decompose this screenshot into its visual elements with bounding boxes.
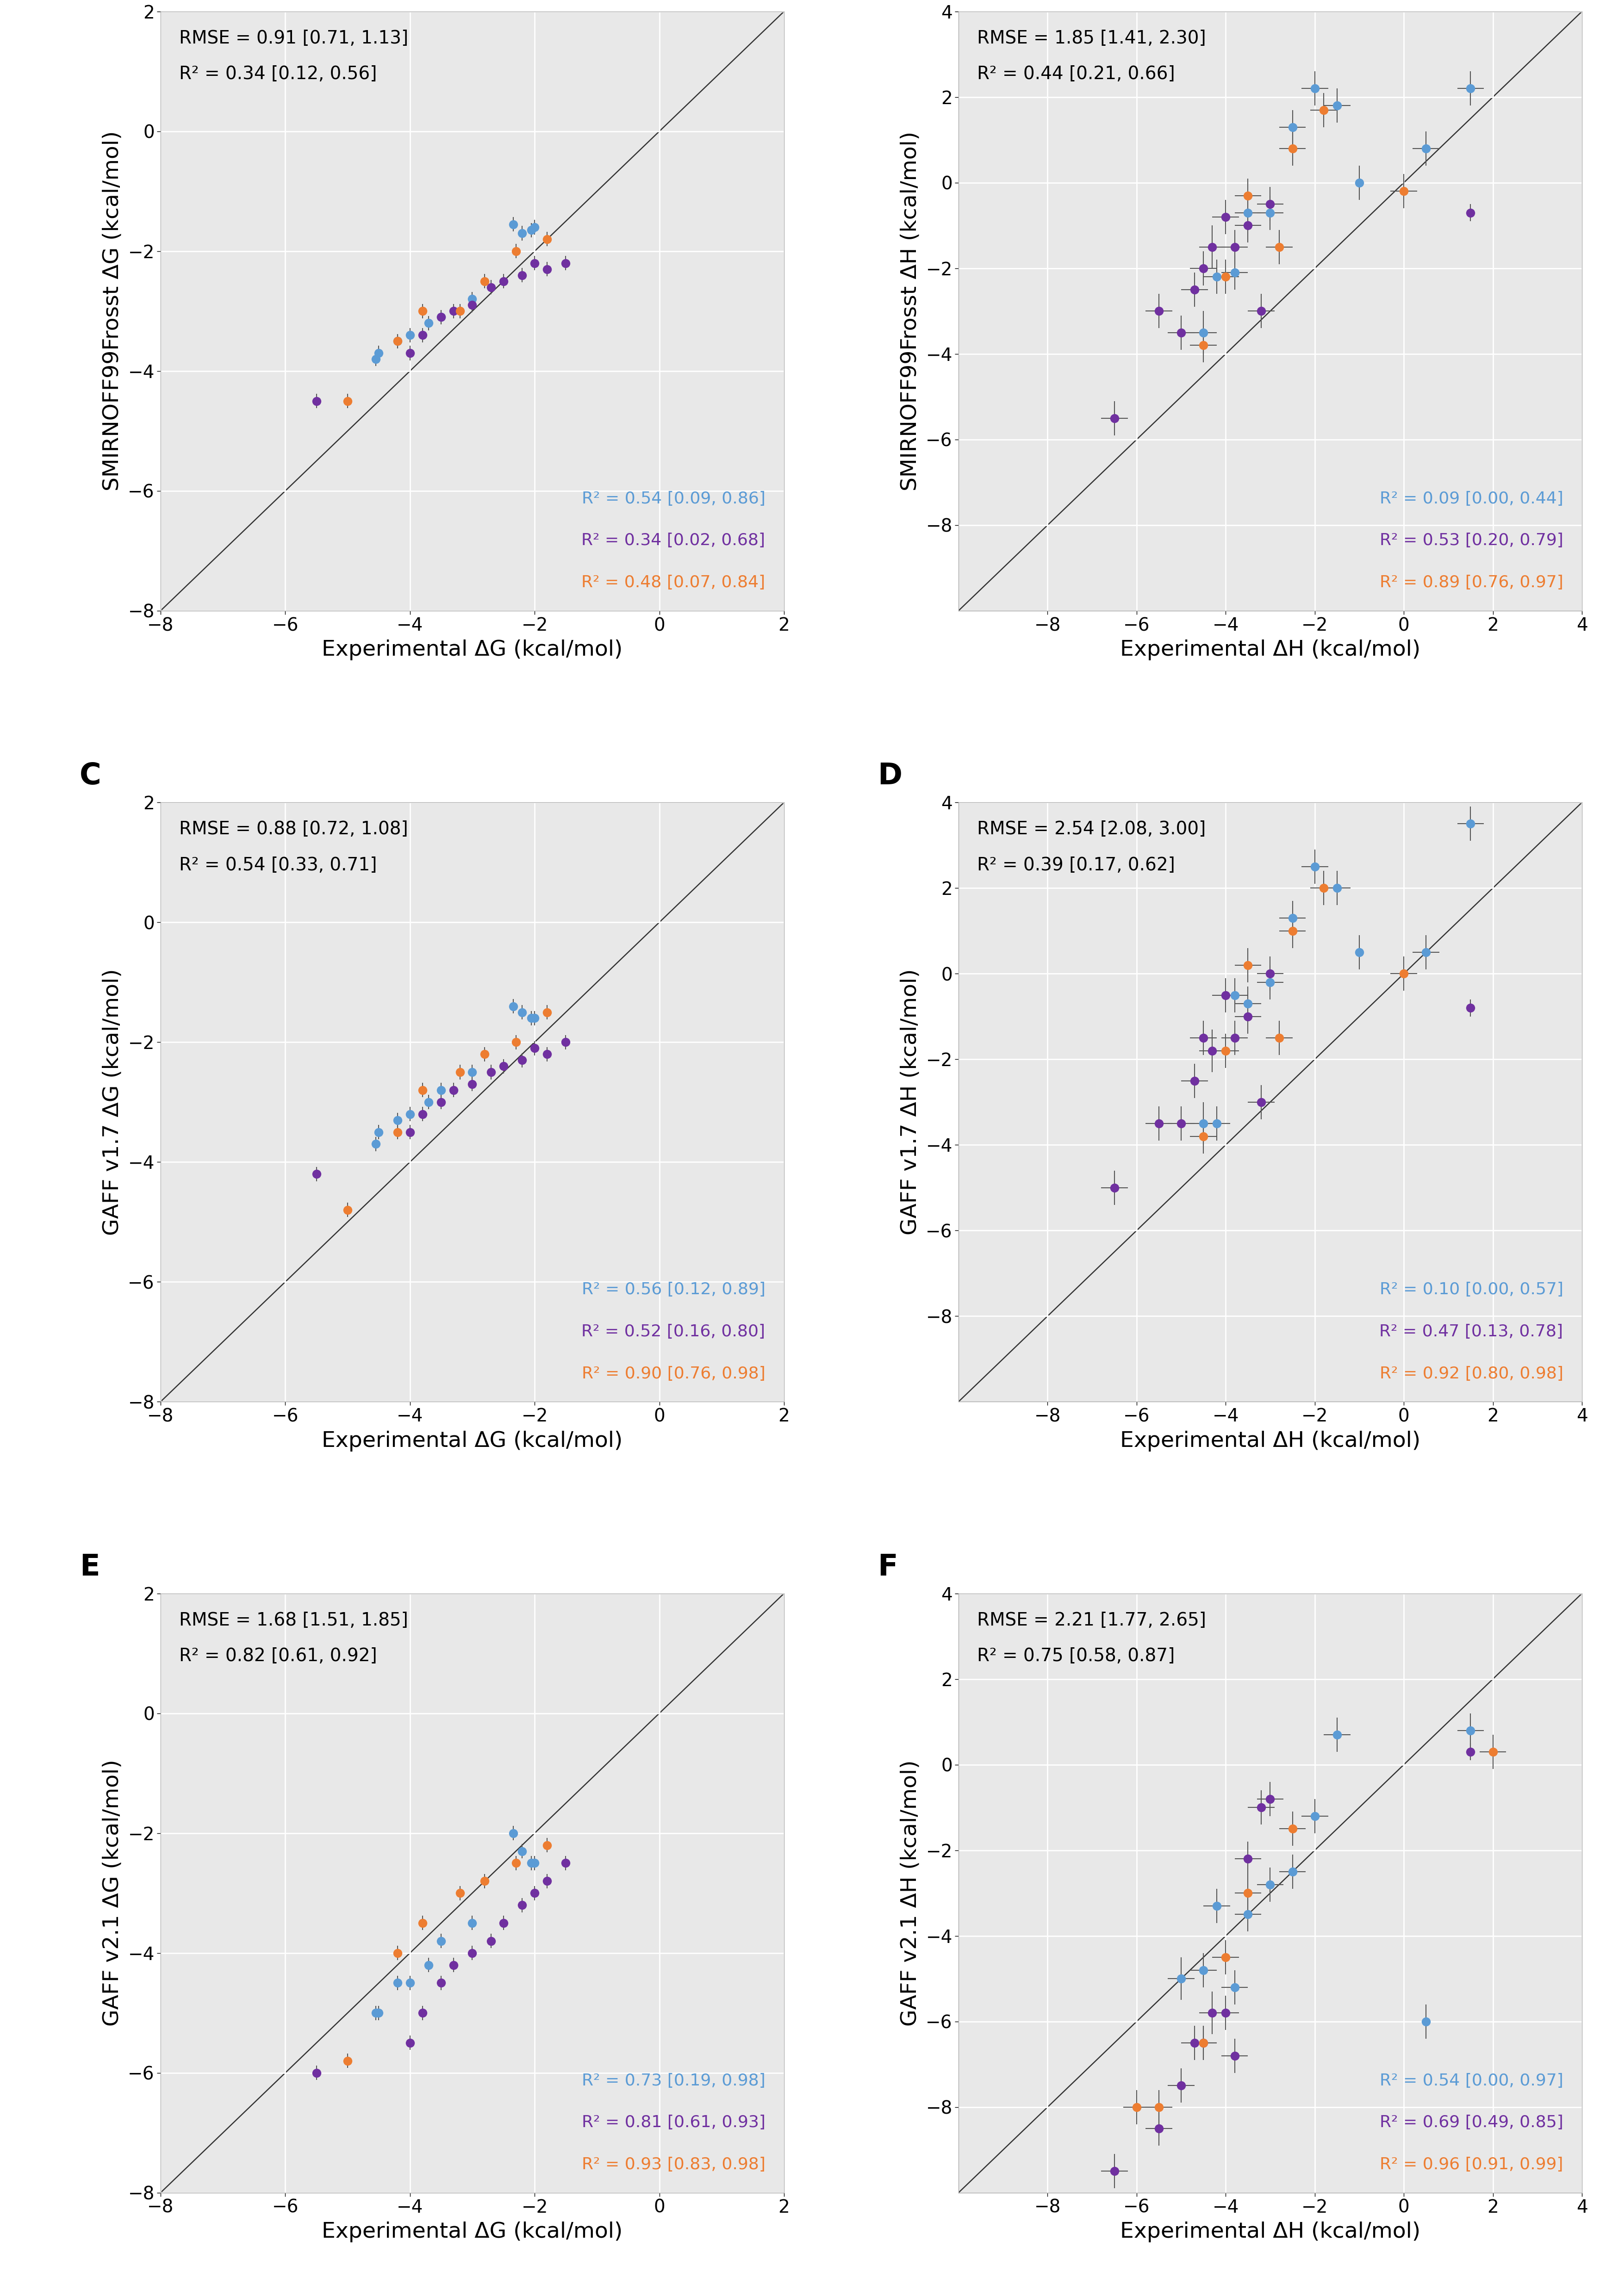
Text: E: E (80, 1552, 100, 1582)
Text: R² = 0.54 [0.33, 0.71]: R² = 0.54 [0.33, 0.71] (180, 856, 377, 875)
Text: R² = 0.09 [0.00, 0.44]: R² = 0.09 [0.00, 0.44] (1380, 491, 1563, 507)
Text: R² = 0.34 [0.12, 0.56]: R² = 0.34 [0.12, 0.56] (180, 64, 377, 83)
Y-axis label: GAFF v1.7 ΔH (kcal/mol): GAFF v1.7 ΔH (kcal/mol) (899, 969, 920, 1235)
Text: R² = 0.48 [0.07, 0.84]: R² = 0.48 [0.07, 0.84] (581, 574, 766, 590)
Text: RMSE = 2.54 [2.08, 3.00]: RMSE = 2.54 [2.08, 3.00] (976, 820, 1206, 838)
Text: RMSE = 1.85 [1.41, 2.30]: RMSE = 1.85 [1.41, 2.30] (976, 30, 1206, 46)
X-axis label: Experimental ΔH (kcal/mol): Experimental ΔH (kcal/mol) (1119, 2223, 1420, 2243)
Text: R² = 0.53 [0.20, 0.79]: R² = 0.53 [0.20, 0.79] (1380, 533, 1563, 549)
Text: R² = 0.54 [0.00, 0.97]: R² = 0.54 [0.00, 0.97] (1380, 2073, 1563, 2089)
Y-axis label: GAFF v2.1 ΔG (kcal/mol): GAFF v2.1 ΔG (kcal/mol) (101, 1759, 122, 2027)
Text: R² = 0.96 [0.91, 0.99]: R² = 0.96 [0.91, 0.99] (1380, 2156, 1563, 2172)
X-axis label: Experimental ΔG (kcal/mol): Experimental ΔG (kcal/mol) (321, 2223, 623, 2243)
Text: R² = 0.56 [0.12, 0.89]: R² = 0.56 [0.12, 0.89] (581, 1281, 766, 1297)
X-axis label: Experimental ΔG (kcal/mol): Experimental ΔG (kcal/mol) (321, 1430, 623, 1451)
Text: R² = 0.10 [0.00, 0.57]: R² = 0.10 [0.00, 0.57] (1380, 1281, 1563, 1297)
Text: R² = 0.34 [0.02, 0.68]: R² = 0.34 [0.02, 0.68] (581, 533, 766, 549)
Text: R² = 0.81 [0.61, 0.93]: R² = 0.81 [0.61, 0.93] (581, 2115, 766, 2131)
Text: R² = 0.44 [0.21, 0.66]: R² = 0.44 [0.21, 0.66] (976, 64, 1176, 83)
Text: R² = 0.89 [0.76, 0.97]: R² = 0.89 [0.76, 0.97] (1380, 574, 1563, 590)
Text: RMSE = 0.91 [0.71, 1.13]: RMSE = 0.91 [0.71, 1.13] (180, 30, 408, 46)
Text: R² = 0.82 [0.61, 0.92]: R² = 0.82 [0.61, 0.92] (180, 1646, 377, 1665)
Y-axis label: SMIRNOFF99Frosst ΔH (kcal/mol): SMIRNOFF99Frosst ΔH (kcal/mol) (899, 131, 920, 491)
X-axis label: Experimental ΔH (kcal/mol): Experimental ΔH (kcal/mol) (1119, 1430, 1420, 1451)
Text: R² = 0.39 [0.17, 0.62]: R² = 0.39 [0.17, 0.62] (976, 856, 1176, 875)
Text: R² = 0.69 [0.49, 0.85]: R² = 0.69 [0.49, 0.85] (1380, 2115, 1563, 2131)
Y-axis label: GAFF v1.7 ΔG (kcal/mol): GAFF v1.7 ΔG (kcal/mol) (101, 969, 122, 1235)
Y-axis label: GAFF v2.1 ΔH (kcal/mol): GAFF v2.1 ΔH (kcal/mol) (899, 1761, 920, 2025)
Text: R² = 0.54 [0.09, 0.86]: R² = 0.54 [0.09, 0.86] (581, 491, 766, 507)
Y-axis label: SMIRNOFF99Frosst ΔG (kcal/mol): SMIRNOFF99Frosst ΔG (kcal/mol) (101, 131, 122, 491)
Text: RMSE = 1.68 [1.51, 1.85]: RMSE = 1.68 [1.51, 1.85] (180, 1612, 408, 1628)
Text: R² = 0.75 [0.58, 0.87]: R² = 0.75 [0.58, 0.87] (976, 1646, 1176, 1665)
Text: R² = 0.47 [0.13, 0.78]: R² = 0.47 [0.13, 0.78] (1380, 1325, 1563, 1339)
Text: RMSE = 0.88 [0.72, 1.08]: RMSE = 0.88 [0.72, 1.08] (180, 820, 408, 838)
Text: R² = 0.52 [0.16, 0.80]: R² = 0.52 [0.16, 0.80] (581, 1325, 766, 1339)
Text: D: D (877, 762, 903, 790)
Text: F: F (877, 1552, 898, 1582)
Text: R² = 0.93 [0.83, 0.98]: R² = 0.93 [0.83, 0.98] (581, 2156, 766, 2172)
Text: R² = 0.73 [0.19, 0.98]: R² = 0.73 [0.19, 0.98] (581, 2073, 766, 2089)
Text: C: C (80, 762, 101, 790)
Text: R² = 0.92 [0.80, 0.98]: R² = 0.92 [0.80, 0.98] (1380, 1366, 1563, 1382)
X-axis label: Experimental ΔG (kcal/mol): Experimental ΔG (kcal/mol) (321, 641, 623, 661)
X-axis label: Experimental ΔH (kcal/mol): Experimental ΔH (kcal/mol) (1119, 641, 1420, 661)
Text: RMSE = 2.21 [1.77, 2.65]: RMSE = 2.21 [1.77, 2.65] (976, 1612, 1206, 1628)
Text: R² = 0.90 [0.76, 0.98]: R² = 0.90 [0.76, 0.98] (581, 1366, 766, 1382)
